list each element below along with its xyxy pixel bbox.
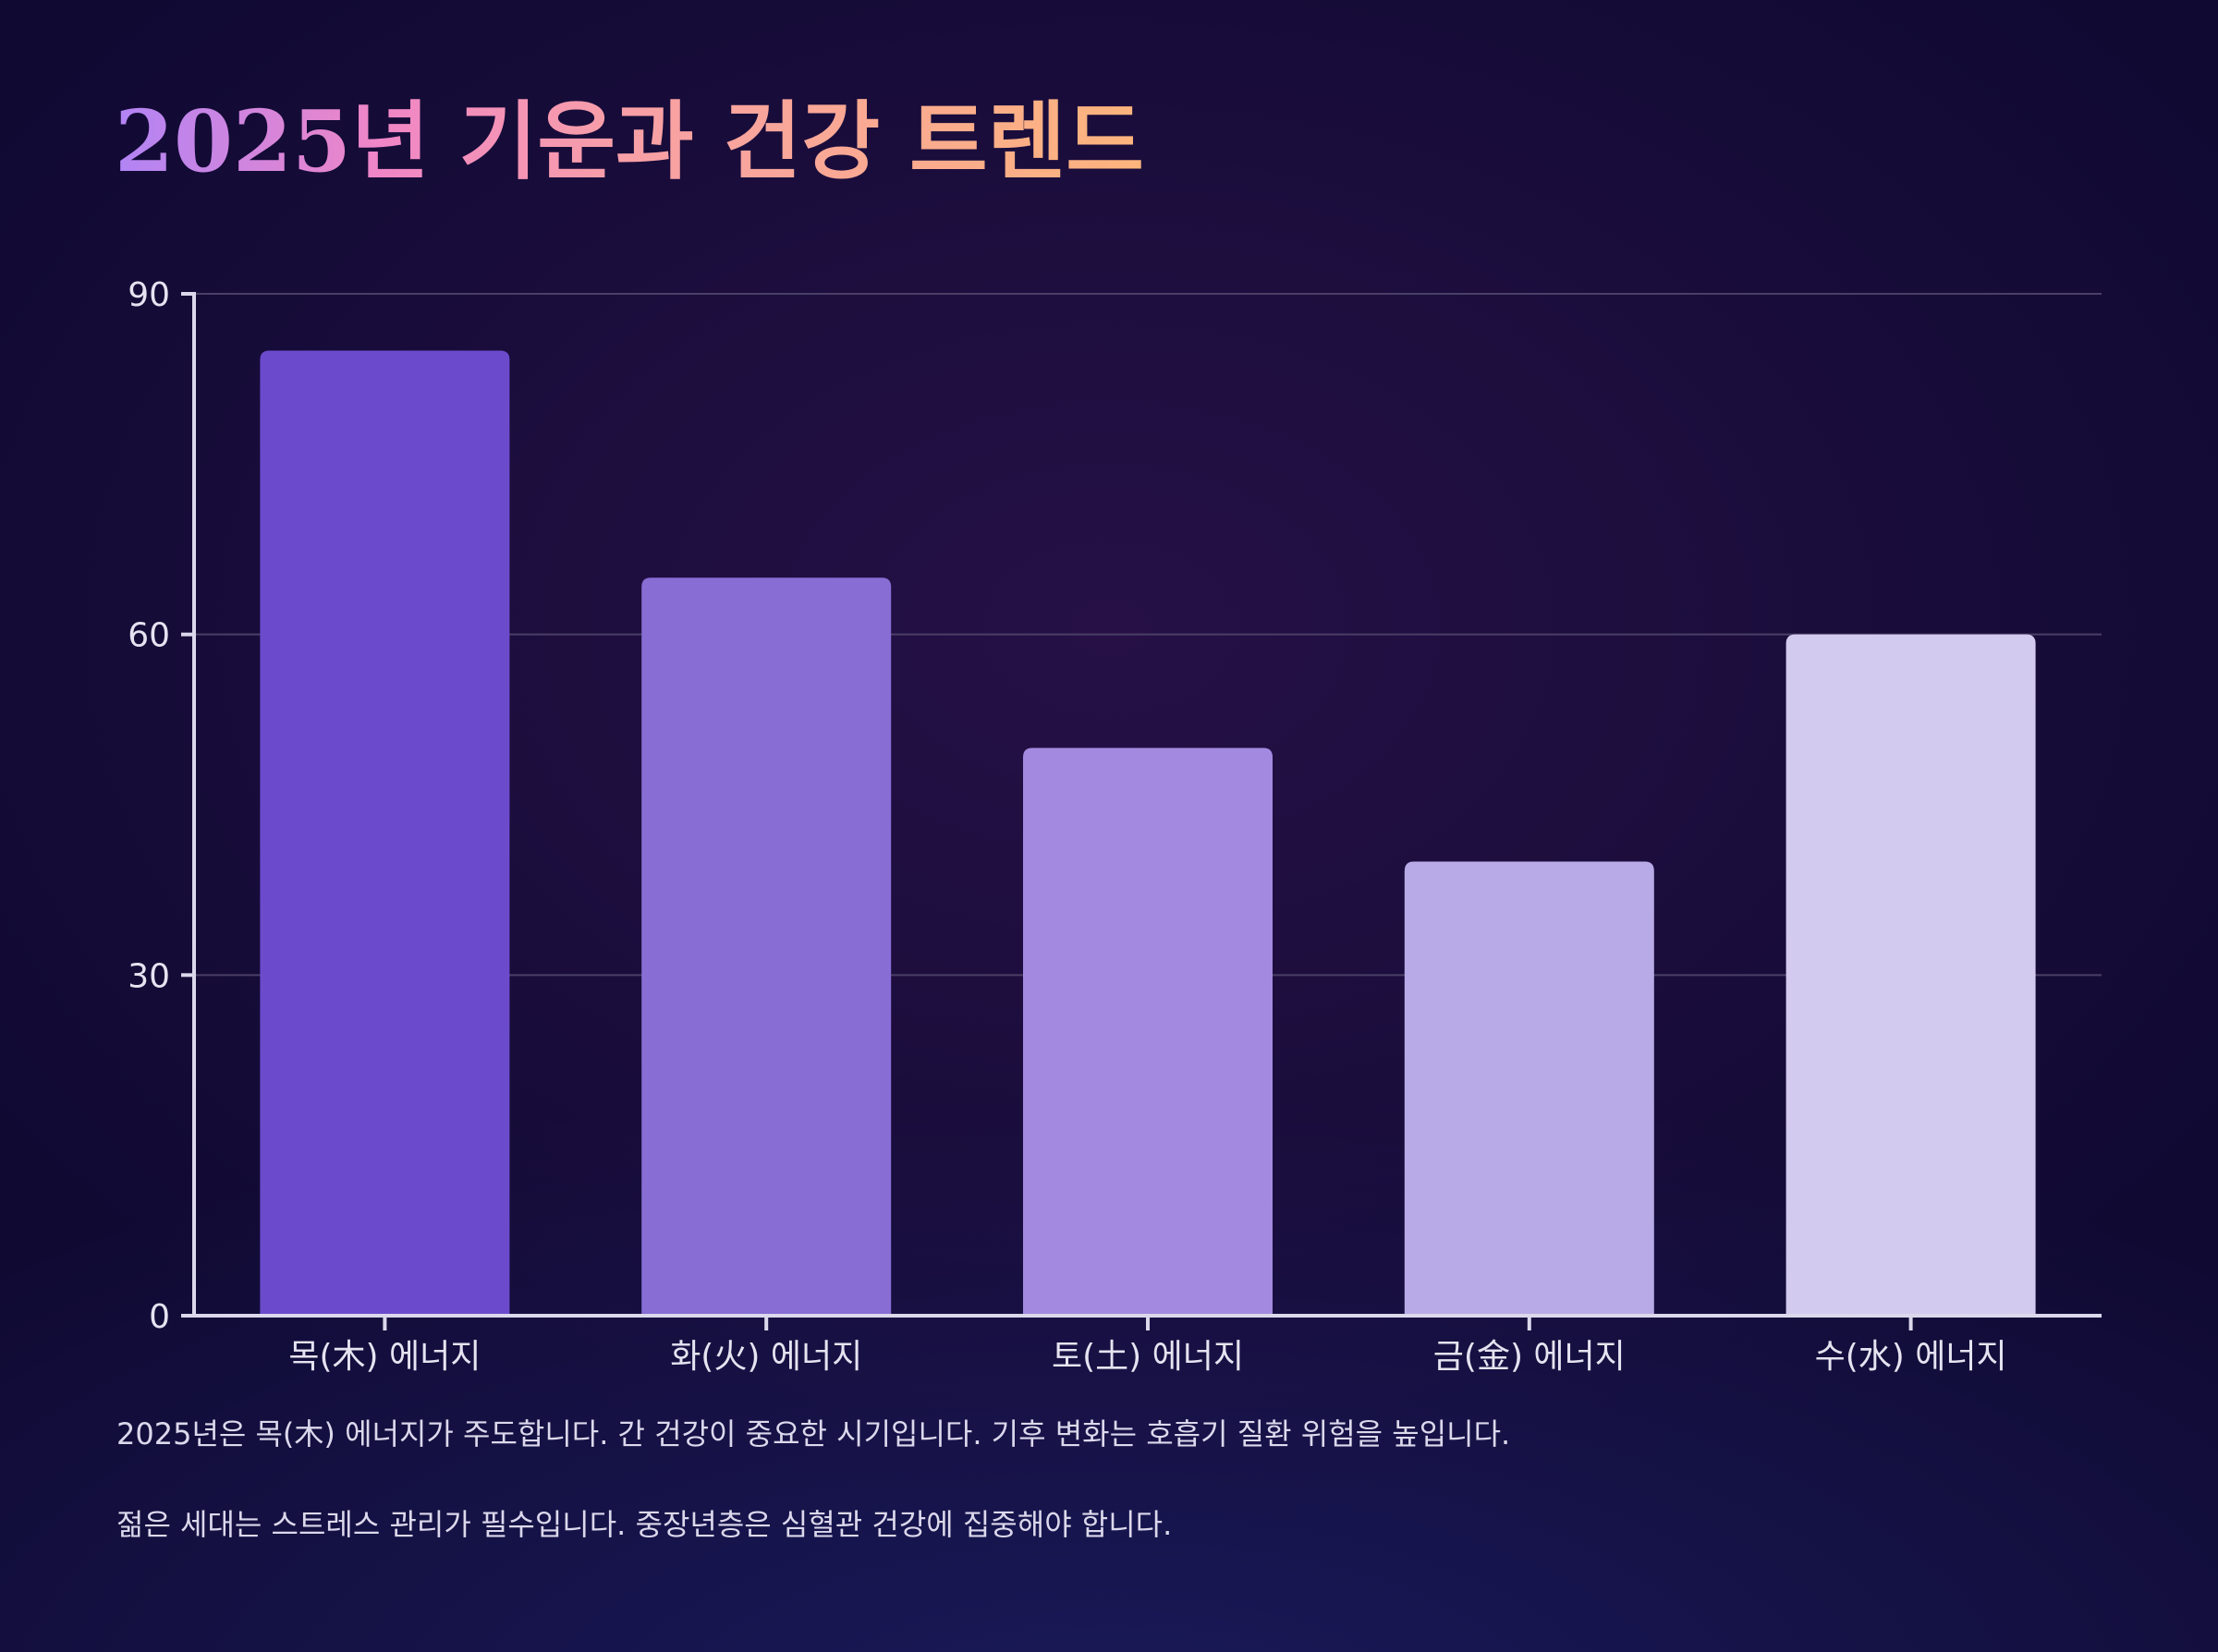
bar xyxy=(1404,861,1654,1316)
bar xyxy=(1785,634,2036,1316)
y-tick-label: 90 xyxy=(128,276,170,314)
x-tick-label: 금(金) 에너지 xyxy=(1433,1338,1626,1376)
bar xyxy=(1023,747,1273,1316)
tick-labels: 0 30 60 90 목(木) 에너지 화(火) 에너지 토(土) 에너지 금(金) 에너지 수… xyxy=(128,276,2006,1376)
x-tick-label: 목(木) 에너지 xyxy=(288,1338,481,1376)
chart-notes: 2025년은 목(木) 에너지가 주도합니다. 간 건강이 중요한 시기입니다.… xyxy=(116,1414,1510,1545)
y-tick-label: 60 xyxy=(128,617,170,655)
note-line-2: 젊은 세대는 스트레스 관리가 필수입니다. 중장년층은 심혈관 건강에 집중해… xyxy=(116,1507,1173,1542)
note-line-1: 2025년은 목(木) 에너지가 주도합니다. 간 건강이 중요한 시기입니다.… xyxy=(116,1416,1511,1452)
y-tick-label: 30 xyxy=(128,957,170,995)
axes xyxy=(181,292,2102,1330)
x-tick-label: 토(土) 에너지 xyxy=(1052,1338,1244,1376)
chart-title: 2025년 기운과 건강 트렌드 xyxy=(115,81,1144,201)
x-tick-label: 화(火) 에너지 xyxy=(670,1338,862,1376)
bars xyxy=(260,350,2036,1316)
bar xyxy=(641,577,892,1316)
y-tick-label: 0 xyxy=(149,1298,170,1336)
bar xyxy=(260,350,510,1316)
x-tick-label: 수(水) 에너지 xyxy=(1815,1338,2007,1376)
